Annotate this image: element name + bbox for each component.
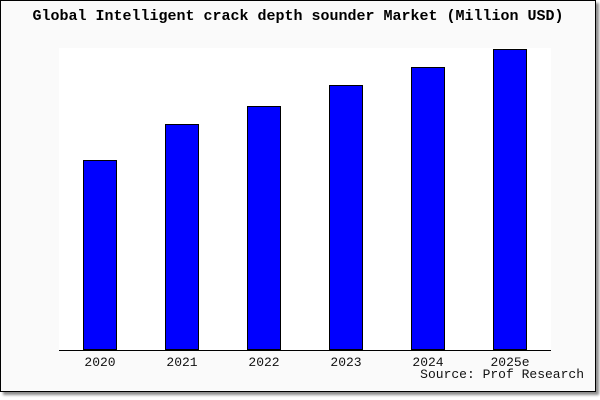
source-credit: Source: Prof Research [420,367,584,382]
x-tick-label-2025e: 2025e [490,355,530,370]
bar-slot-2021 [141,48,223,350]
bar-2022 [247,106,281,350]
x-tick-label-2021: 2021 [166,355,198,370]
bar-slot-2024 [387,48,469,350]
bar-2021 [165,124,199,350]
x-axis-labels: 2020 2021 2022 2023 2024 2025e [59,355,551,370]
x-tick-label-2020: 2020 [84,355,116,370]
bar-slot-2023 [305,48,387,350]
bar-2023 [329,85,363,350]
bar-2020 [83,160,117,350]
chart-frame: Global Intelligent crack depth sounder M… [0,0,596,392]
x-tick-label-2023: 2023 [330,355,362,370]
x-tick-label-2024: 2024 [412,355,444,370]
bar-slot-2022 [223,48,305,350]
bar-slot-2025e [469,48,551,350]
chart-title: Global Intelligent crack depth sounder M… [32,8,564,25]
plot-area [59,48,551,351]
x-tick-label-2022: 2022 [248,355,280,370]
bar-slot-2020 [59,48,141,350]
bar-2025e [493,49,527,350]
bar-2024 [411,67,445,350]
